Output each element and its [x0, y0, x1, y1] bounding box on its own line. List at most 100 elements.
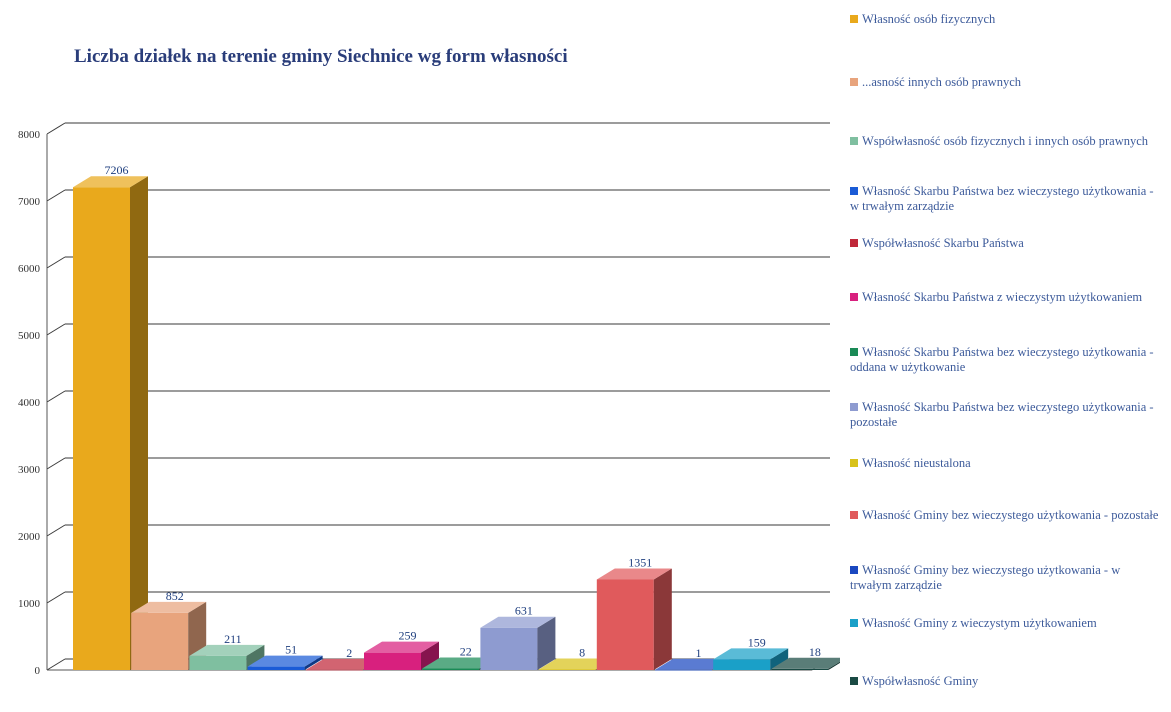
bar-top	[305, 658, 381, 670]
bar-side	[421, 641, 439, 670]
chart-title: Liczba działek na terenie gminy Siechnic…	[74, 46, 568, 67]
bar	[713, 648, 789, 670]
bar-front	[189, 655, 247, 670]
legend-item: Własność Skarbu Państwa bez wieczystego …	[850, 184, 1165, 214]
bar-front	[73, 187, 130, 670]
gridline-side	[46, 122, 66, 135]
y-tick-label: 0	[35, 665, 41, 677]
bar-front	[538, 669, 596, 670]
bar-side	[130, 176, 148, 670]
legend-swatch	[850, 677, 858, 686]
legend-item: ...asność innych osób prawnych	[850, 75, 1165, 90]
legend-label: Własność osób fizycznych	[862, 12, 996, 26]
legend-swatch	[850, 403, 858, 412]
y-tick-label: 6000	[18, 263, 41, 275]
data-label: 1	[696, 646, 702, 660]
legend-swatch	[850, 239, 858, 248]
legend-swatch	[850, 137, 858, 146]
bar	[189, 644, 265, 670]
bar-top	[131, 601, 207, 613]
legend-label: Własność nieustalona	[862, 456, 971, 470]
bar-top	[73, 176, 148, 188]
bar-top	[422, 657, 498, 669]
legend-label: Własność Skarbu Państwa z wieczystym uży…	[862, 290, 1143, 304]
bar-top	[364, 641, 439, 653]
legend-label: Współwłasność Skarbu Państwa	[862, 236, 1024, 250]
legend-label: Współwłasność Gminy	[862, 674, 979, 688]
data-label: 259	[399, 629, 417, 643]
gridline-side	[46, 591, 66, 604]
gridline-side	[46, 390, 66, 403]
legend-swatch	[850, 348, 858, 357]
legend-swatch	[850, 566, 858, 575]
y-tick-label: 5000	[18, 330, 41, 342]
bar-front	[655, 669, 712, 671]
legend-item: Współwłasność Gminy	[850, 674, 1165, 689]
y-tick-label: 4000	[18, 397, 41, 409]
bar-side	[770, 648, 789, 670]
bar-front	[771, 668, 829, 670]
legend-item: Własność Gminy bez wieczystego użytkowan…	[850, 563, 1165, 593]
bar-top	[538, 658, 614, 670]
legend-item: Współwłasność Skarbu Państwa	[850, 236, 1165, 251]
bar-front	[364, 652, 421, 670]
y-tick-label: 7000	[18, 196, 41, 208]
bar-front	[713, 659, 771, 670]
legend-item: Własność osób fizycznych	[850, 12, 1165, 27]
gridline-side	[46, 323, 66, 336]
bar-top	[480, 616, 556, 628]
bar-front	[480, 627, 538, 670]
bar-front	[422, 668, 480, 670]
bar	[73, 176, 148, 670]
data-label: 7206	[105, 163, 129, 177]
legend-label: Własność Skarbu Państwa bez wieczystego …	[850, 345, 1154, 374]
legend-label: Własność Gminy bez wieczystego użytkowan…	[862, 508, 1159, 522]
bar	[771, 657, 840, 670]
data-label: 631	[515, 604, 533, 618]
bar-chart: 0 1000 2000 3000 4000 5000 6000 7000 8000 7206 852…	[18, 122, 840, 677]
legend-swatch	[850, 511, 858, 520]
legend-label: Własność Gminy bez wieczystego użytkowan…	[850, 563, 1121, 592]
bar-top	[713, 648, 789, 660]
bar	[480, 616, 556, 670]
legend-item: Własność Skarbu Państwa bez wieczystego …	[850, 400, 1165, 430]
legend-swatch	[850, 78, 858, 87]
legend-swatch	[850, 293, 858, 302]
y-tick-label: 8000	[18, 129, 41, 141]
bar-top	[189, 644, 265, 656]
bar-side	[828, 661, 840, 670]
legend-label: ...asność innych osób prawnych	[862, 75, 1021, 89]
bar-front	[596, 579, 654, 670]
data-label: 211	[224, 632, 242, 646]
data-label: 159	[748, 635, 766, 649]
legend-label: Własność Gminy z wieczystym użytkowaniem	[862, 616, 1097, 630]
gridline-side	[46, 189, 66, 202]
bar-front	[247, 666, 305, 670]
data-label: 852	[166, 589, 184, 603]
legend-label: Własność Skarbu Państwa bez wieczystego …	[850, 400, 1154, 429]
data-label: 1351	[628, 555, 652, 569]
gridline-side	[46, 524, 66, 537]
legend-item: Własność nieustalona	[850, 456, 1165, 471]
legend-swatch	[850, 619, 858, 628]
legend-item: Własność Skarbu Państwa bez wieczystego …	[850, 345, 1165, 375]
bar	[364, 641, 439, 670]
gridline-side	[46, 256, 66, 269]
data-label: 2	[346, 646, 352, 660]
bar-side	[304, 655, 323, 670]
data-label: 18	[809, 645, 821, 659]
legend-swatch	[850, 15, 858, 24]
y-tick-label: 1000	[18, 598, 41, 610]
data-label: 8	[579, 645, 585, 659]
bar-top	[655, 658, 730, 670]
bar-side	[653, 568, 672, 670]
bar	[247, 655, 323, 670]
legend-label: Własność Skarbu Państwa bez wieczystego …	[850, 184, 1154, 213]
data-label: 51	[285, 643, 297, 657]
gridline-side	[46, 457, 66, 470]
bar-side	[537, 616, 556, 670]
legend-item: Własność Skarbu Państwa z wieczystym uży…	[850, 290, 1165, 305]
y-tick-label: 3000	[18, 464, 41, 476]
data-label: 22	[460, 645, 472, 659]
bar-side	[246, 644, 265, 670]
